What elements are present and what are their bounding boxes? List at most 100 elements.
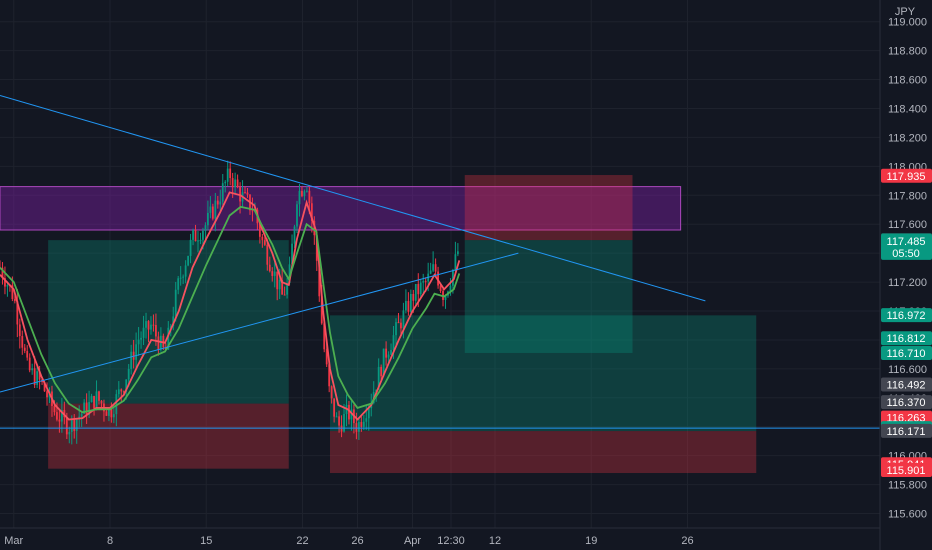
candle-body bbox=[216, 200, 219, 205]
candle-body bbox=[419, 282, 422, 295]
candle-body bbox=[95, 391, 98, 409]
candle-body bbox=[130, 351, 133, 369]
candle-body bbox=[318, 260, 321, 297]
x-tick-label: 12:30 bbox=[437, 535, 465, 547]
candle-body bbox=[179, 277, 182, 279]
candle-body bbox=[437, 271, 439, 286]
candle-body bbox=[409, 294, 412, 312]
candle-body bbox=[296, 204, 298, 227]
price-label-box bbox=[881, 423, 932, 438]
candle-body bbox=[303, 191, 306, 197]
candle-body bbox=[60, 410, 63, 422]
candle-body bbox=[452, 269, 454, 286]
candle-body bbox=[288, 264, 291, 283]
price-label-text: 116.972 bbox=[887, 310, 926, 322]
candle-body bbox=[325, 349, 328, 365]
candle-body bbox=[395, 322, 397, 336]
candle-body bbox=[278, 279, 281, 290]
candle-body bbox=[456, 251, 459, 255]
currency-label[interactable]: JPY bbox=[895, 6, 916, 18]
candle-body bbox=[310, 203, 313, 221]
candle-body bbox=[140, 337, 142, 340]
candle-body bbox=[167, 327, 170, 350]
x-tick-label: Apr bbox=[404, 535, 421, 547]
y-tick-label: 118.800 bbox=[888, 46, 927, 58]
candle-body bbox=[432, 264, 435, 271]
candle-body bbox=[236, 179, 239, 188]
price-label-text: 116.370 bbox=[887, 397, 926, 409]
zone-supply bbox=[0, 186, 682, 231]
candle-body bbox=[360, 422, 363, 427]
price-label-text: 117.485 bbox=[887, 236, 926, 248]
price-label-box bbox=[881, 331, 932, 346]
candle-body bbox=[11, 285, 14, 300]
time-axis-background bbox=[0, 528, 932, 550]
candle-body bbox=[229, 168, 232, 179]
candle-body bbox=[231, 178, 234, 188]
candle-body bbox=[367, 408, 370, 419]
candle-body bbox=[33, 368, 36, 385]
y-tick-label: 117.800 bbox=[888, 190, 927, 202]
candle-body bbox=[88, 402, 90, 415]
candle-body bbox=[46, 391, 48, 398]
trendline bbox=[0, 252, 519, 393]
candle-body bbox=[414, 283, 417, 301]
price-label-box bbox=[881, 395, 932, 410]
candle-body bbox=[219, 201, 222, 205]
y-tick-label: 117.200 bbox=[888, 277, 927, 289]
candle-body bbox=[271, 271, 274, 276]
candle-body bbox=[400, 322, 402, 329]
candle-body bbox=[348, 404, 350, 420]
candle-body bbox=[283, 294, 286, 296]
x-tick-label: 15 bbox=[200, 535, 212, 547]
price-label-text: 116.171 bbox=[887, 426, 926, 438]
candle-body bbox=[192, 230, 194, 240]
price-label-box bbox=[881, 308, 932, 323]
candle-body bbox=[43, 381, 46, 392]
candle-body bbox=[152, 324, 155, 326]
moving-average-line bbox=[0, 191, 461, 421]
candle-body bbox=[145, 321, 147, 328]
x-tick-label: Mar bbox=[4, 535, 23, 547]
candle-body bbox=[187, 256, 189, 266]
price-label-box bbox=[881, 377, 932, 392]
candle-body bbox=[110, 408, 113, 418]
candle-body bbox=[115, 394, 118, 415]
candle-body bbox=[439, 285, 442, 292]
candle-body bbox=[155, 325, 157, 337]
price-label-box bbox=[881, 233, 932, 260]
candle-body bbox=[382, 348, 385, 377]
candle-body bbox=[221, 183, 224, 202]
candle-body bbox=[315, 235, 318, 261]
y-tick-label: 115.600 bbox=[888, 509, 927, 521]
price-label-box bbox=[881, 345, 932, 360]
candle-body bbox=[281, 279, 284, 295]
candle-body bbox=[150, 324, 152, 330]
price-label-text: 116.492 bbox=[887, 379, 926, 391]
candle-body bbox=[380, 366, 383, 377]
candle-body bbox=[263, 240, 266, 245]
candle-body bbox=[28, 357, 31, 371]
candle-body bbox=[100, 400, 103, 404]
x-tick-label: 12 bbox=[489, 535, 501, 547]
candle-body bbox=[108, 408, 110, 416]
candle-body bbox=[58, 419, 61, 422]
candle-body bbox=[209, 206, 212, 213]
x-tick-label: 26 bbox=[351, 535, 363, 547]
candle-body bbox=[449, 285, 452, 292]
candle-body bbox=[56, 412, 58, 420]
candle-body bbox=[16, 301, 19, 325]
trendline bbox=[0, 94, 706, 302]
candle-body bbox=[412, 294, 415, 301]
time-axis[interactable]: Mar 8 15 22 26 Apr 12:30 12 19 26 bbox=[0, 527, 932, 550]
candle-body bbox=[172, 316, 175, 327]
y-tick-label: 118.200 bbox=[888, 132, 927, 144]
candle-body bbox=[424, 281, 427, 283]
candle-body bbox=[405, 300, 407, 311]
candle-body bbox=[226, 168, 229, 182]
candle-body bbox=[182, 276, 185, 278]
candle-body bbox=[18, 324, 21, 337]
candle-body bbox=[31, 368, 34, 371]
